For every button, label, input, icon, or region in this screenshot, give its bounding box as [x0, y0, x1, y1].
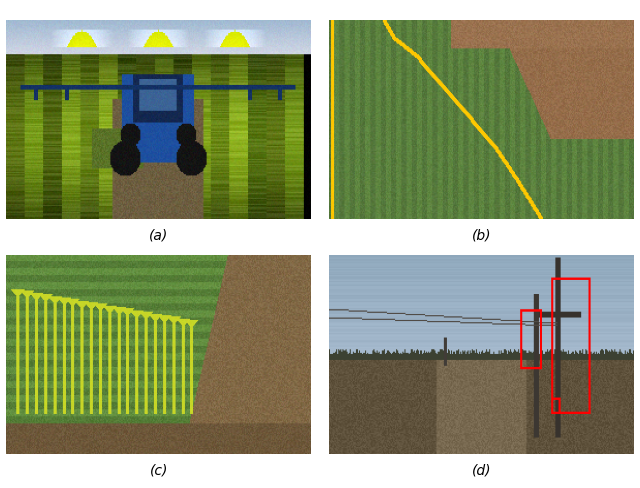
Text: (c): (c) — [150, 464, 168, 478]
Text: (a): (a) — [149, 228, 168, 243]
Text: (b): (b) — [472, 228, 491, 243]
Text: (d): (d) — [472, 464, 491, 478]
